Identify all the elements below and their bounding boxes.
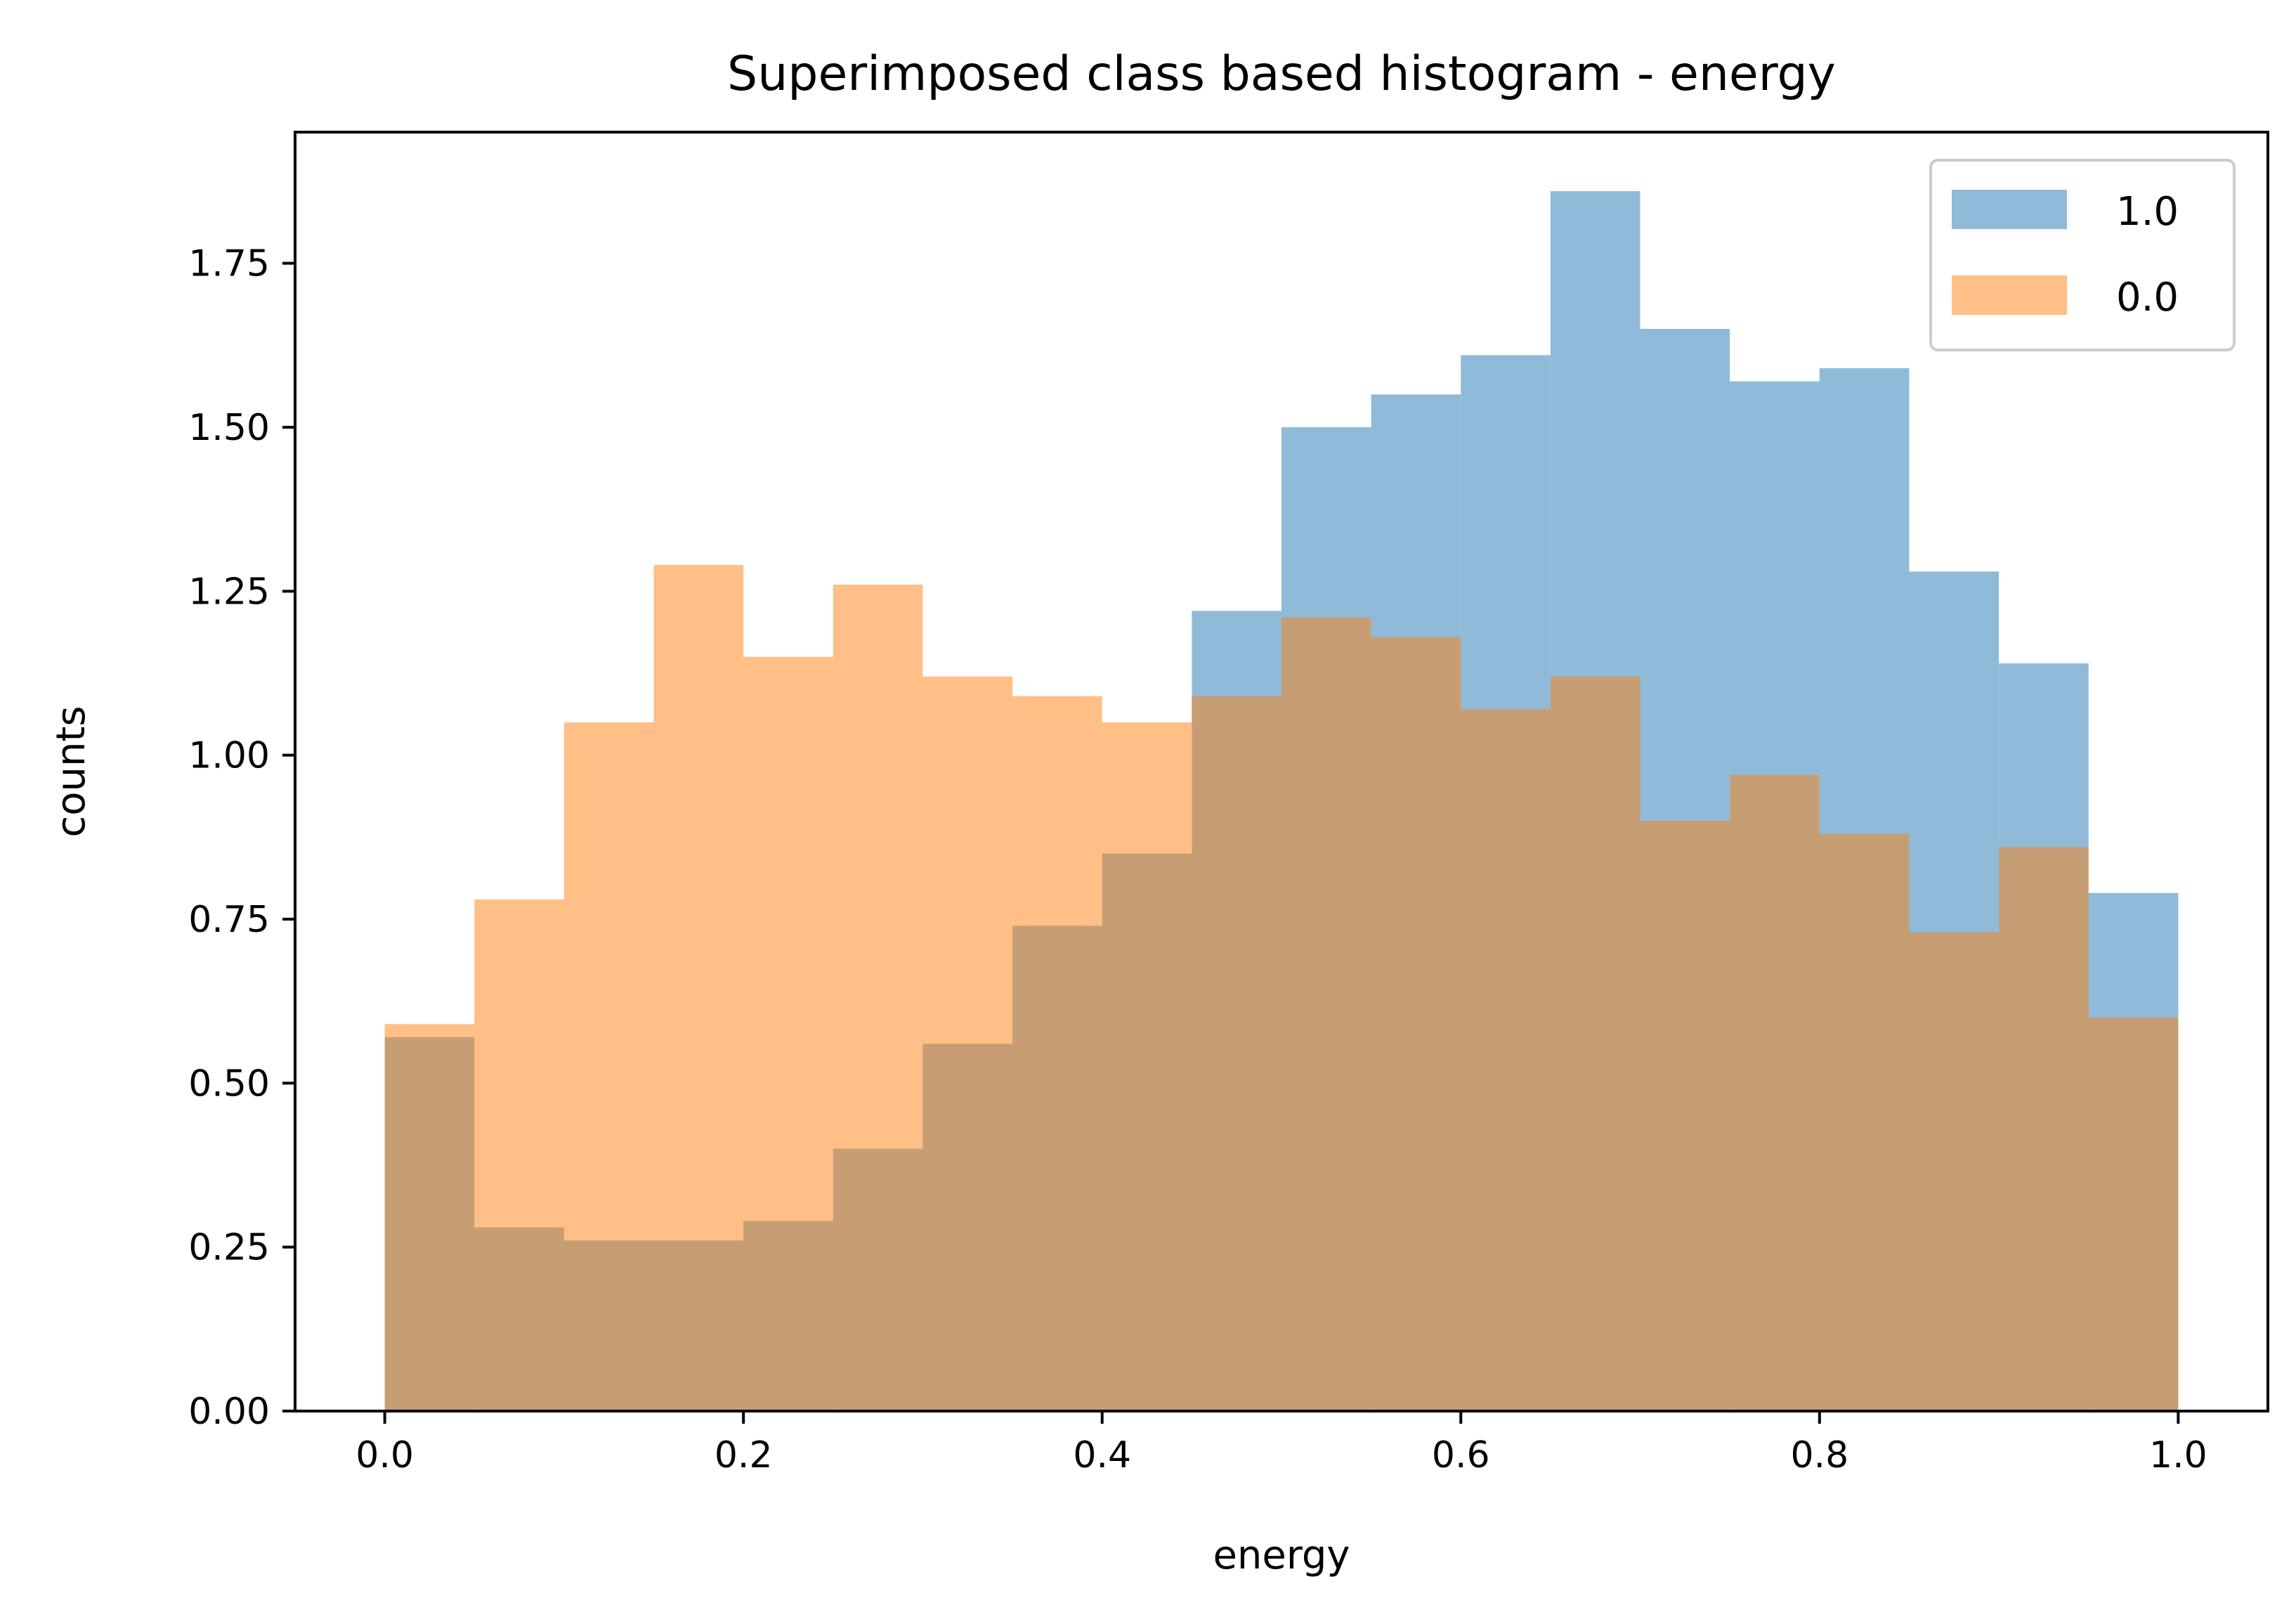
bar-series-0.0-bin-13 bbox=[1550, 676, 1641, 1411]
bar-series-0.0-bin-15 bbox=[1730, 774, 1820, 1411]
bar-series-0.0-bin-4 bbox=[743, 656, 833, 1411]
legend-swatch-1 bbox=[1952, 190, 2067, 229]
y-axis: 0.00 0.25 0.50 0.75 1.00 1.25 1.50 1.75 bbox=[188, 243, 295, 1433]
bar-series-0.0-bin-1 bbox=[474, 899, 564, 1411]
legend-swatch-0 bbox=[1952, 275, 2067, 315]
bar-series-0.0-bin-8 bbox=[1102, 722, 1192, 1411]
legend-label-1: 1.0 bbox=[2116, 189, 2179, 235]
chart-title: Superimposed class based histogram - ene… bbox=[727, 46, 1836, 102]
y-tick-label: 1.75 bbox=[188, 243, 270, 285]
x-tick-label: 0.0 bbox=[356, 1434, 414, 1476]
x-tick-label: 1.0 bbox=[2149, 1434, 2207, 1476]
plot-frame bbox=[294, 131, 2269, 1412]
y-tick-label: 1.50 bbox=[188, 407, 270, 449]
x-tick-label: 0.6 bbox=[1432, 1434, 1490, 1476]
x-tick-label: 0.8 bbox=[1790, 1434, 1848, 1476]
y-tick-label: 0.50 bbox=[188, 1063, 270, 1105]
bar-series-0.0-bin-5 bbox=[833, 585, 923, 1411]
bar-series-0.0-bin-3 bbox=[653, 565, 744, 1411]
bar-series-0.0-bin-2 bbox=[563, 722, 654, 1411]
bar-series-0.0-bin-12 bbox=[1461, 709, 1551, 1411]
bar-series-0.0-bin-19 bbox=[2088, 1018, 2179, 1411]
y-axis-label: counts bbox=[48, 706, 94, 837]
legend: 1.0 0.0 bbox=[1929, 159, 2236, 351]
x-axis: 0.0 0.2 0.4 0.6 0.8 1.0 bbox=[356, 1411, 2207, 1476]
y-tick-label: 0.75 bbox=[188, 899, 270, 941]
x-tick-label: 0.2 bbox=[715, 1434, 773, 1476]
y-tick-label: 0.25 bbox=[188, 1227, 270, 1269]
bar-series-0.0-bin-7 bbox=[1012, 696, 1102, 1411]
legend-frame bbox=[1929, 159, 2236, 351]
bar-series-0.0-bin-0 bbox=[384, 1024, 475, 1411]
y-tick-label: 0.00 bbox=[188, 1391, 270, 1433]
bar-series-0.0-bin-18 bbox=[1999, 847, 2089, 1411]
bar-series-0.0-bin-10 bbox=[1281, 617, 1371, 1411]
x-axis-label: energy bbox=[1213, 1533, 1350, 1578]
bar-series-0.0-bin-14 bbox=[1640, 821, 1730, 1411]
bar-series-0.0-bin-9 bbox=[1192, 696, 1281, 1411]
bar-series-0.0-bin-16 bbox=[1819, 833, 1910, 1411]
x-tick-label: 0.4 bbox=[1073, 1434, 1131, 1476]
bars-layer bbox=[384, 191, 2179, 1412]
y-tick-label: 1.25 bbox=[188, 571, 270, 613]
legend-label-0: 0.0 bbox=[2116, 275, 2179, 320]
bar-series-0.0-bin-6 bbox=[922, 676, 1013, 1411]
bar-series-0.0-bin-11 bbox=[1371, 637, 1461, 1411]
bar-series-0.0-bin-17 bbox=[1909, 932, 2000, 1411]
y-tick-label: 1.00 bbox=[188, 735, 270, 777]
